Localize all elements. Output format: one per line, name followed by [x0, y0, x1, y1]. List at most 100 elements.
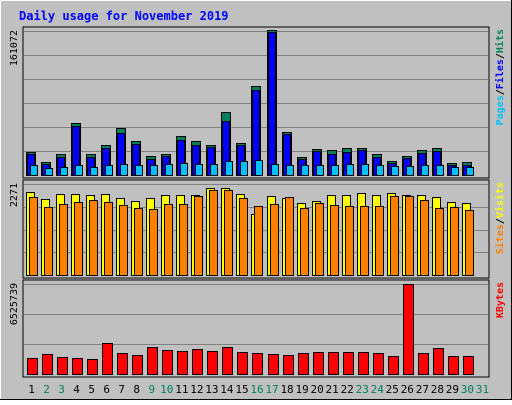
day-label-18: 18 — [280, 383, 293, 396]
bar-pages-day-7 — [120, 164, 128, 176]
bar-pages-day-17 — [271, 164, 279, 176]
day-label-12: 12 — [190, 383, 203, 396]
bar-pages-day-10 — [165, 164, 173, 176]
legend-kbytes: KBytes — [495, 282, 506, 318]
bar-pages-day-1 — [30, 165, 38, 176]
panel-kbytes: 6525739 KBytes — [9, 279, 506, 378]
bar-pages-day-24 — [376, 165, 384, 176]
legend-files: Files — [494, 59, 506, 89]
side-legend: Sites/Visits — [494, 182, 506, 254]
bar-pages-day-22 — [346, 164, 354, 176]
bar-pages-day-25 — [391, 166, 399, 176]
bar-kbytes-day-1 — [27, 358, 38, 375]
bar-kbytes-day-17 — [268, 354, 279, 375]
bar-sites-day-25 — [390, 196, 399, 276]
bar-kbytes-day-19 — [298, 353, 309, 375]
bar-sites-day-2 — [44, 207, 53, 276]
bar-kbytes-day-9 — [147, 347, 158, 375]
bar-pages-day-30 — [466, 167, 474, 176]
bar-sites-day-20 — [315, 203, 324, 276]
bar-sites-day-4 — [74, 202, 83, 276]
bar-pages-day-19 — [301, 165, 309, 176]
day-label-19: 19 — [295, 383, 308, 396]
bar-sites-day-18 — [285, 197, 294, 276]
bar-sites-day-15 — [239, 198, 248, 276]
day-label-5: 5 — [88, 383, 95, 396]
bar-pages-day-6 — [105, 165, 113, 176]
bar-kbytes-day-10 — [162, 350, 173, 375]
bar-kbytes-day-28 — [433, 348, 444, 375]
side-legend: Pages/Files/Hits — [494, 29, 506, 125]
bar-pages-day-27 — [421, 165, 429, 176]
bar-kbytes-day-6 — [102, 343, 113, 375]
bar-pages-day-9 — [150, 165, 158, 176]
bar-sites-day-3 — [59, 204, 68, 276]
bar-sites-day-5 — [89, 200, 98, 276]
day-label-17: 17 — [265, 383, 278, 396]
y-max-label: 6525739 — [9, 283, 20, 325]
day-label-30: 30 — [461, 383, 474, 396]
bar-sites-day-1 — [29, 197, 38, 276]
day-label-23: 23 — [356, 383, 369, 396]
bar-pages-day-21 — [331, 165, 339, 176]
bar-sites-day-29 — [450, 207, 459, 276]
legend-visits: Visits — [494, 182, 506, 218]
bar-kbytes-day-18 — [283, 355, 294, 375]
bar-pages-day-16 — [255, 160, 263, 176]
bar-sites-day-24 — [375, 206, 384, 276]
bar-sites-day-7 — [119, 205, 128, 276]
bar-sites-day-27 — [420, 200, 429, 276]
day-label-8: 8 — [133, 383, 140, 396]
bar-sites-day-26 — [405, 196, 414, 276]
bar-pages-day-20 — [316, 165, 324, 176]
day-label-22: 22 — [341, 383, 354, 396]
bar-sites-day-13 — [209, 190, 218, 276]
bar-sites-day-21 — [330, 205, 339, 276]
bar-pages-day-28 — [436, 165, 444, 176]
bar-sites-day-9 — [149, 209, 158, 276]
bar-pages-day-15 — [240, 161, 248, 176]
day-label-26: 26 — [401, 383, 414, 396]
bar-kbytes-day-15 — [237, 352, 248, 375]
day-label-11: 11 — [175, 383, 188, 396]
legend-separator: / — [495, 53, 506, 59]
day-label-25: 25 — [386, 383, 399, 396]
bar-kbytes-day-27 — [418, 353, 429, 375]
legend-separator: / — [495, 89, 506, 95]
bar-kbytes-day-26 — [403, 284, 414, 375]
day-label-29: 29 — [446, 383, 459, 396]
bar-kbytes-day-4 — [72, 358, 83, 375]
bar-pages-day-4 — [75, 165, 83, 176]
chart-title: Daily usage for November 2019 — [19, 9, 229, 23]
bar-pages-day-12 — [195, 164, 203, 176]
bar-pages-day-29 — [451, 167, 459, 176]
day-label-14: 14 — [220, 383, 234, 396]
bar-kbytes-day-8 — [132, 355, 143, 375]
bar-kbytes-day-7 — [117, 353, 128, 375]
bar-sites-day-30 — [465, 210, 474, 276]
day-label-3: 3 — [58, 383, 65, 396]
bar-pages-day-11 — [180, 163, 188, 176]
bar-kbytes-day-5 — [87, 359, 98, 375]
legend-hits: Hits — [494, 29, 506, 53]
legend-pages: Pages — [495, 95, 506, 125]
bar-kbytes-day-3 — [57, 357, 68, 375]
bar-kbytes-day-24 — [373, 353, 384, 375]
bar-pages-day-3 — [60, 167, 68, 176]
day-label-31: 31 — [476, 383, 489, 396]
bar-kbytes-day-14 — [222, 347, 233, 375]
day-label-15: 15 — [235, 383, 248, 396]
bar-kbytes-day-21 — [328, 352, 339, 375]
bar-pages-day-5 — [90, 167, 98, 176]
day-label-21: 21 — [326, 383, 339, 396]
bar-kbytes-day-2 — [42, 354, 53, 375]
day-label-28: 28 — [431, 383, 444, 396]
day-label-24: 24 — [371, 383, 385, 396]
day-label-27: 27 — [416, 383, 429, 396]
bar-kbytes-day-11 — [177, 351, 188, 375]
day-label-2: 2 — [43, 383, 50, 396]
side-legend: KBytes — [495, 282, 506, 318]
bar-sites-day-6 — [104, 202, 113, 276]
bar-kbytes-day-13 — [207, 351, 218, 375]
